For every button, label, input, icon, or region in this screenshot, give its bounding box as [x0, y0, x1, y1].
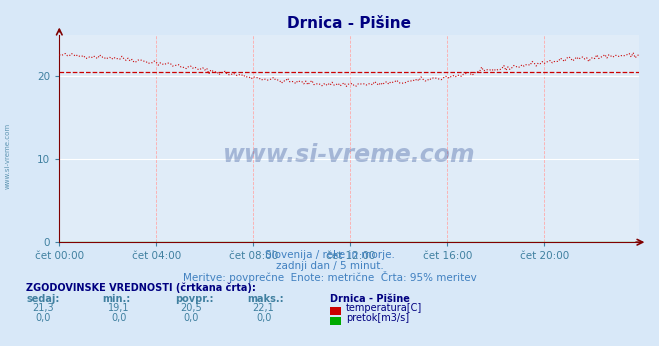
Text: 19,1: 19,1 [108, 303, 129, 313]
Text: povpr.:: povpr.: [175, 294, 213, 304]
Text: Meritve: povprečne  Enote: metrične  Črta: 95% meritev: Meritve: povprečne Enote: metrične Črta:… [183, 271, 476, 283]
Text: Drnica - Pišine: Drnica - Pišine [330, 294, 409, 304]
Title: Drnica - Pišine: Drnica - Pišine [287, 16, 411, 31]
Text: pretok[m3/s]: pretok[m3/s] [346, 313, 409, 323]
Text: 0,0: 0,0 [183, 313, 199, 323]
Text: min.:: min.: [102, 294, 130, 304]
Text: www.si-vreme.com: www.si-vreme.com [5, 122, 11, 189]
Text: Slovenija / reke in morje.: Slovenija / reke in morje. [264, 250, 395, 260]
Text: 21,3: 21,3 [32, 303, 53, 313]
Text: ZGODOVINSKE VREDNOSTI (črtkana črta):: ZGODOVINSKE VREDNOSTI (črtkana črta): [26, 283, 256, 293]
Text: 0,0: 0,0 [256, 313, 272, 323]
Text: 0,0: 0,0 [35, 313, 51, 323]
Text: 22,1: 22,1 [252, 303, 275, 313]
Text: zadnji dan / 5 minut.: zadnji dan / 5 minut. [275, 261, 384, 271]
Text: 20,5: 20,5 [180, 303, 202, 313]
Text: www.si-vreme.com: www.si-vreme.com [223, 143, 476, 167]
Text: 0,0: 0,0 [111, 313, 127, 323]
Text: temperatura[C]: temperatura[C] [346, 303, 422, 313]
Text: sedaj:: sedaj: [26, 294, 60, 304]
Text: maks.:: maks.: [247, 294, 284, 304]
